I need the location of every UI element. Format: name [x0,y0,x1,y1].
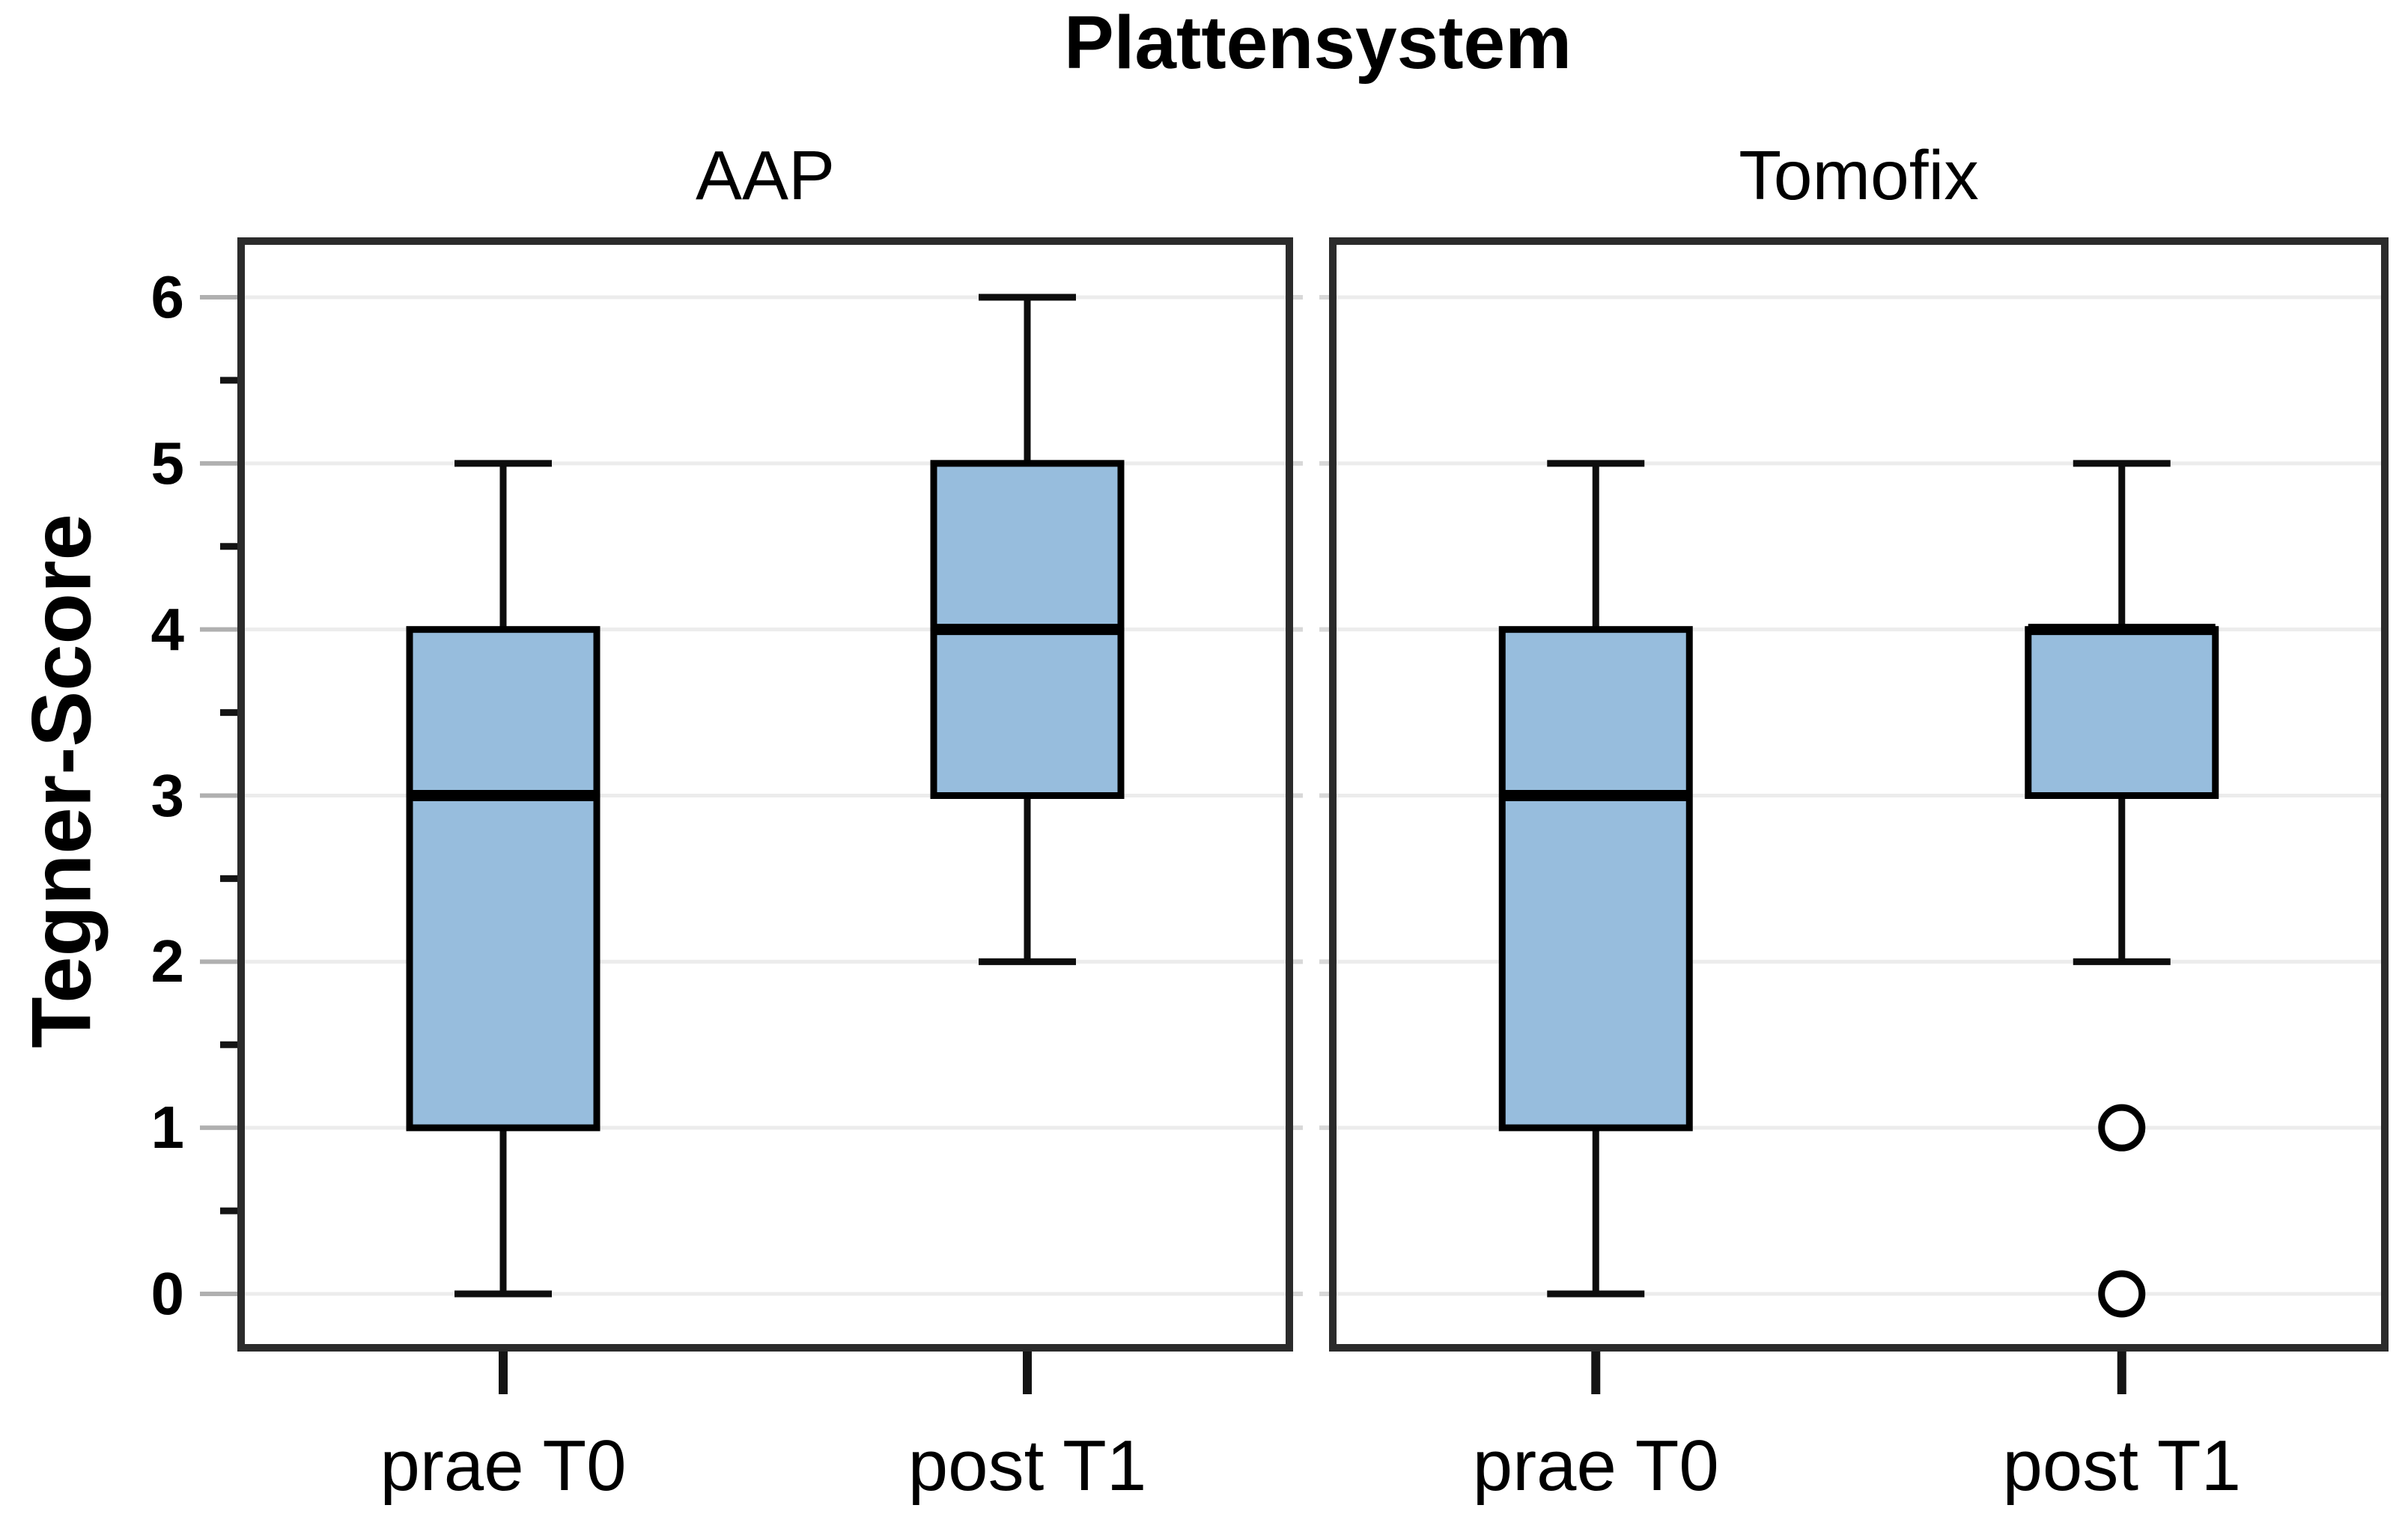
y-tick-label: 5 [150,429,185,496]
boxplot-box [2025,626,2219,800]
y-tick-label: 0 [150,1260,185,1327]
panel-label-aap: AAP [695,136,836,214]
panel-frame [1329,237,2389,1352]
boxplot-box [406,626,601,1131]
outlier-point [2098,1270,2146,1318]
x-category-label: prae T0 [380,1426,627,1506]
panel-frame [237,237,1293,1352]
panel-label-tomofix: Tomofix [1739,136,1979,214]
y-tick-label: 3 [150,762,185,829]
y-tick-label: 2 [150,928,185,995]
y-tick-label: 1 [150,1094,185,1161]
x-category-label: prae T0 [1472,1426,1719,1506]
x-category-label: post T1 [2002,1426,2241,1506]
x-category-label: post T1 [907,1426,1147,1506]
y-tick-label: 6 [150,264,185,331]
boxplot-box [1498,626,1693,1131]
chart-title: Plattensystem [1063,1,1572,85]
outlier-point [2098,1104,2146,1152]
y-tick-label: 4 [150,595,185,663]
